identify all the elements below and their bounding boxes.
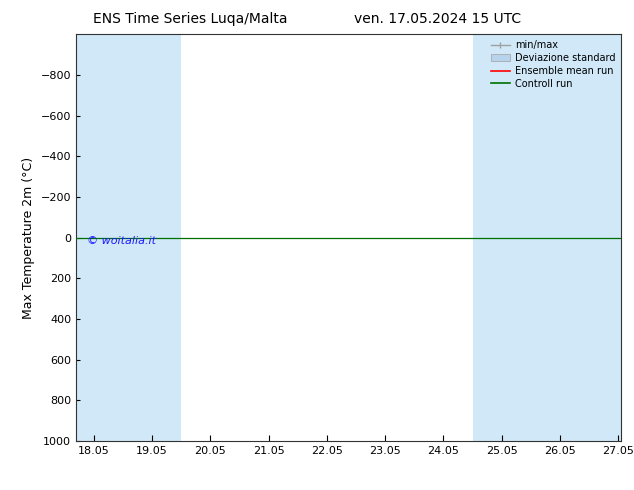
Bar: [589, 34, 634, 441]
Bar: [65, 34, 123, 441]
Bar: [472, 34, 531, 441]
Y-axis label: Max Temperature 2m (°C): Max Temperature 2m (°C): [22, 157, 35, 318]
Text: © woitalia.it: © woitalia.it: [87, 236, 156, 245]
Bar: [531, 34, 589, 441]
Text: ENS Time Series Luqa/Malta: ENS Time Series Luqa/Malta: [93, 12, 287, 26]
Text: ven. 17.05.2024 15 UTC: ven. 17.05.2024 15 UTC: [354, 12, 521, 26]
Legend: min/max, Deviazione standard, Ensemble mean run, Controll run: min/max, Deviazione standard, Ensemble m…: [487, 36, 619, 93]
Bar: [123, 34, 181, 441]
